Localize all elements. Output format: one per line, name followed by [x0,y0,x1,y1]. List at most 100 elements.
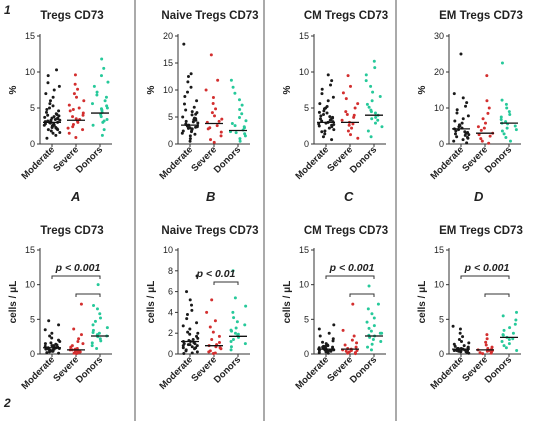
y-tick-label: 20 [163,31,173,41]
data-point-donors [500,61,504,65]
data-point-moderate [326,99,330,103]
data-point-donors [102,128,106,132]
data-point-moderate [186,80,190,84]
data-point-moderate [184,108,188,112]
data-point-moderate [185,290,189,294]
data-point-donors [106,80,110,84]
data-point-moderate [182,102,186,106]
panel-title: Tregs CD73 [40,225,103,237]
data-point-moderate [195,274,199,278]
y-tick-label: 5 [439,314,444,324]
data-point-severe [340,118,344,122]
data-point-donors [373,66,377,70]
data-point-donors [500,129,504,133]
data-point-moderate [186,330,190,334]
data-point-donors [232,316,236,320]
data-point-severe [219,134,223,138]
y-tick-label: 0 [168,139,173,149]
data-point-donors [242,125,246,129]
data-point-donors [93,319,97,323]
data-point-moderate [328,115,332,119]
data-point-moderate [188,126,192,130]
significance-bracket [51,275,101,279]
data-point-moderate [330,79,334,83]
data-point-donors [514,318,518,322]
data-point-severe [68,109,72,113]
data-point-donors [508,326,512,330]
y-tick-label: 5 [304,103,309,113]
data-point-donors [92,84,96,88]
data-point-severe [217,341,221,345]
data-point-donors [229,340,233,344]
data-point-donors [370,312,374,316]
data-point-moderate [48,102,52,106]
y-tick-label: 10 [25,280,35,290]
data-point-severe [218,346,222,350]
data-point-severe [211,96,215,100]
data-point-donors [229,78,233,82]
data-point-moderate [191,337,195,341]
p-value-annotation: p < 0.01 [196,268,236,280]
y-tick-label: 5 [30,103,35,113]
data-point-donors [243,132,247,136]
p-value-annotation: p < 0.001 [464,262,510,274]
data-point-donors [234,326,238,330]
data-point-severe [71,107,75,111]
data-point-moderate [181,115,185,119]
data-point-severe [72,92,76,96]
data-point-moderate [325,111,329,115]
data-point-moderate [45,351,49,355]
data-point-severe [208,126,212,130]
data-point-moderate [186,90,189,94]
panel-2: Naive Tregs CD73%05101520ModerateSevereD… [146,10,259,182]
x-tick-label-donors: Donors [483,354,514,385]
data-point-donors [98,312,102,316]
x-tick-label-donors: Donors [74,354,105,385]
data-point-moderate [189,85,193,89]
data-point-severe [214,107,218,111]
data-point-moderate [54,133,58,137]
data-point-severe [481,352,485,356]
data-point-moderate [190,113,194,117]
data-point-moderate [454,129,458,133]
x-tick-label-moderate: Moderate [293,354,331,392]
data-point-moderate [466,136,470,140]
data-point-moderate [51,131,55,135]
y-tick-label: 15 [163,58,173,68]
data-point-donors [229,348,233,352]
data-point-severe [213,114,216,118]
data-point-severe [345,112,349,116]
data-point-moderate [49,341,53,345]
data-point-donors [367,284,371,288]
data-point-moderate [458,327,462,331]
data-point-moderate [195,99,199,103]
data-point-donors [369,329,373,333]
data-point-severe [341,91,345,95]
y-tick-label: 0 [439,349,444,359]
data-point-donors [238,139,242,143]
data-point-severe [71,115,75,119]
data-point-moderate [461,335,465,339]
data-point-donors [504,120,508,124]
data-point-severe [484,343,488,347]
data-point-donors [508,139,512,143]
data-point-donors [244,304,248,308]
y-tick-label: 0 [304,139,309,149]
x-tick-label-moderate: Moderate [157,354,195,392]
data-point-moderate [320,87,324,91]
y-tick-label: 20 [434,67,444,77]
data-point-moderate [190,351,194,355]
data-point-donors [238,137,242,141]
data-point-donors [102,119,106,123]
data-point-moderate [50,349,54,353]
data-point-moderate [54,342,58,346]
data-point-moderate [184,348,188,352]
data-point-moderate [453,119,457,123]
data-point-donors [91,323,95,327]
data-point-donors [236,332,240,336]
data-point-moderate [43,115,47,119]
data-point-moderate [195,334,199,338]
y-tick-label: 10 [299,280,309,290]
